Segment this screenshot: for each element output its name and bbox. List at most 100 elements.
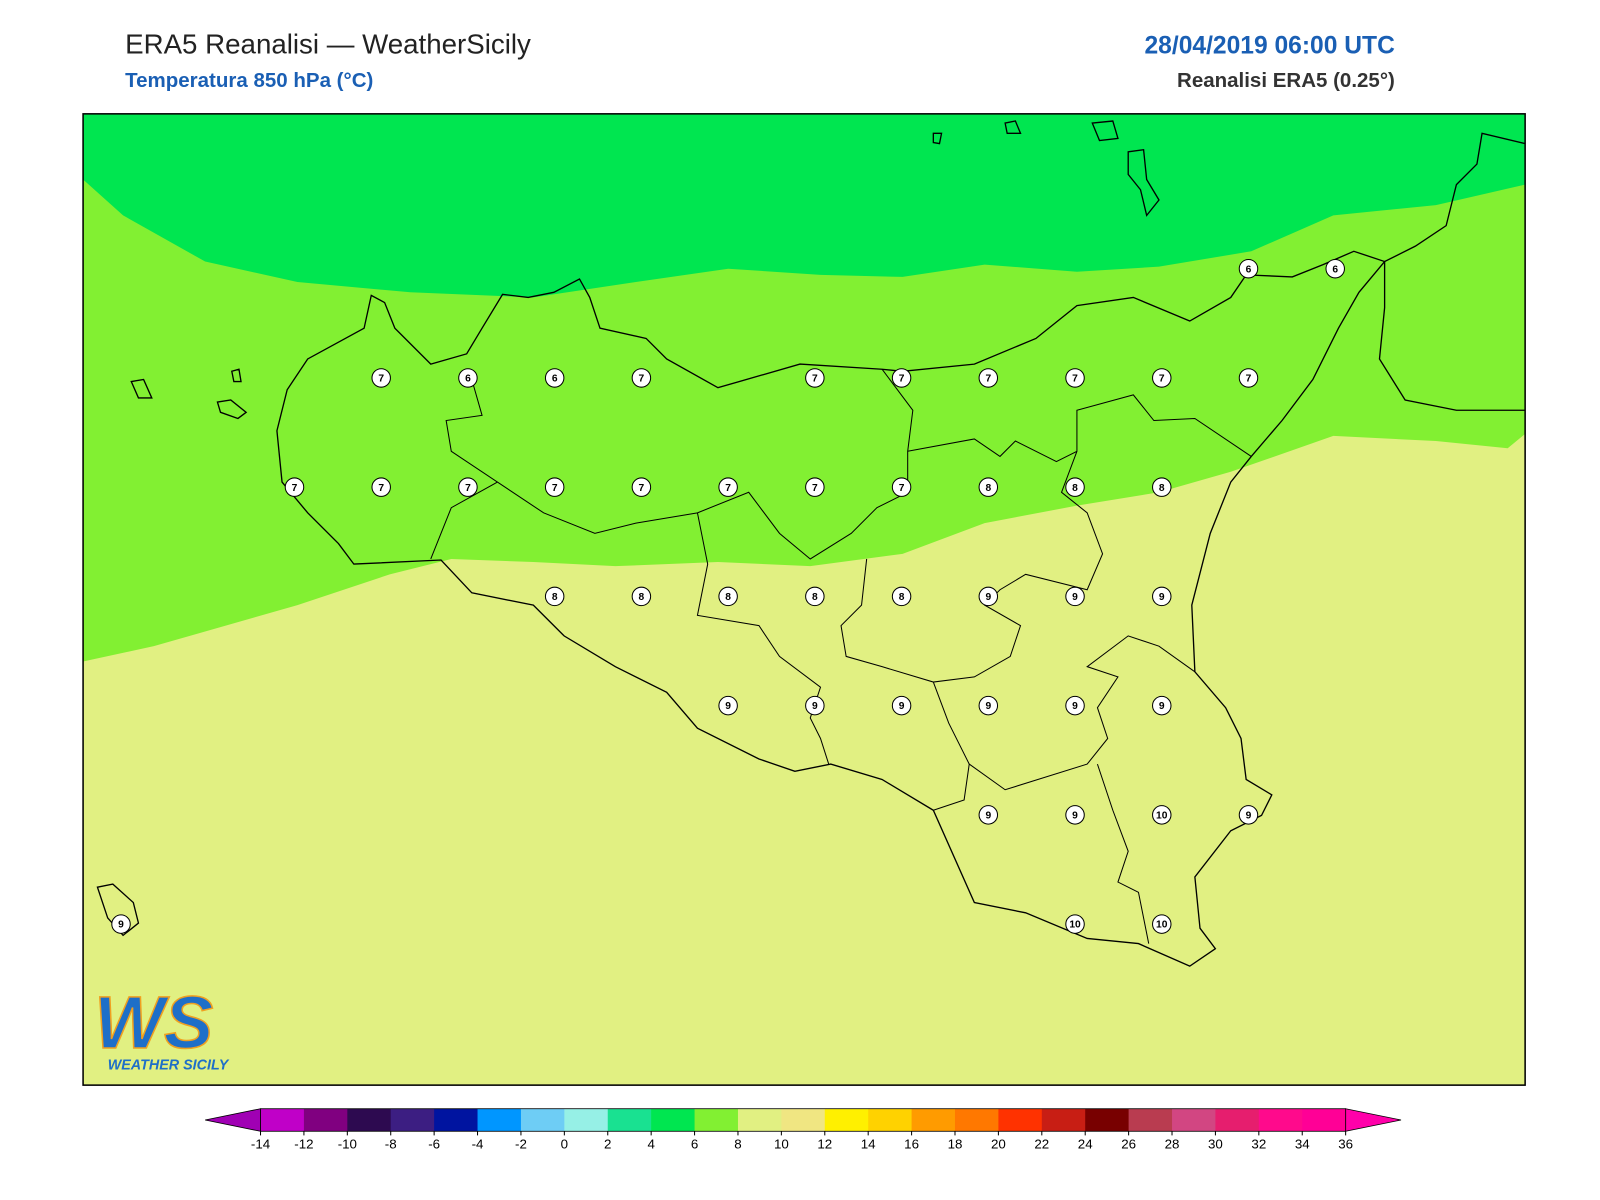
- island: [96, 883, 140, 937]
- colorbar-swatch: [1041, 1108, 1086, 1132]
- temperature-label: 7: [378, 374, 384, 385]
- temperature-label: 7: [985, 374, 991, 385]
- label-marker: [1065, 805, 1085, 825]
- colorbar-tick-label: 36: [1338, 1137, 1353, 1152]
- colorbar-over: [1345, 1108, 1402, 1132]
- label-marker: [631, 586, 652, 607]
- coastline: [1378, 132, 1526, 411]
- temperature-label: 6: [1246, 264, 1252, 275]
- colorbar-tick-label: 28: [1165, 1137, 1180, 1152]
- temperature-label: 7: [292, 483, 298, 494]
- temperature-label: 9: [899, 701, 905, 712]
- colorbar-tick-label: -2: [515, 1137, 527, 1152]
- label-marker: [1238, 805, 1259, 825]
- colorbar-swatch: [1258, 1108, 1303, 1132]
- colorbar-tick-label: 34: [1295, 1137, 1310, 1152]
- label-marker: [631, 368, 652, 388]
- colorbar-tick-label: 18: [948, 1137, 963, 1152]
- temperature-label: 8: [725, 592, 731, 603]
- colorbar-tick-label: -6: [428, 1137, 440, 1152]
- label-marker: [544, 477, 565, 497]
- label-marker: [978, 586, 999, 607]
- colorbar-swatch: [1215, 1108, 1260, 1132]
- label-marker: [1152, 586, 1172, 607]
- colorbar-tick-label: 26: [1121, 1137, 1136, 1152]
- temperature-label: 8: [899, 592, 905, 603]
- colorbar-swatch: [434, 1108, 479, 1132]
- temperature-label: 9: [1072, 810, 1078, 821]
- label-marker: [978, 695, 999, 716]
- label-marker: [1152, 914, 1172, 934]
- label-marker: [1238, 368, 1259, 388]
- source: Reanalisi ERA5 (0.25°): [1177, 69, 1395, 92]
- temp-band: [83, 113, 1526, 298]
- label-marker: [544, 368, 565, 388]
- temperature-label: 9: [1072, 592, 1078, 603]
- colorbar-swatch: [520, 1108, 565, 1132]
- label-marker: [978, 368, 999, 388]
- label-marker: [891, 368, 912, 388]
- colorbar-tick-label: 6: [691, 1137, 698, 1152]
- map-area: [83, 113, 1526, 1086]
- label-marker: [371, 477, 391, 497]
- temperature-label: 8: [552, 592, 558, 603]
- temperature-label: 8: [985, 483, 991, 494]
- label-marker: [1152, 805, 1172, 825]
- colorbar-swatch: [998, 1108, 1043, 1132]
- colorbar-swatch: [1172, 1108, 1216, 1132]
- datetime: 28/04/2019 06:00 UTC: [1144, 32, 1395, 59]
- island: [130, 368, 248, 420]
- label-marker: [1325, 258, 1345, 279]
- temperature-label: 9: [1072, 701, 1078, 712]
- label-marker: [1152, 477, 1172, 497]
- colorbar-swatch: [911, 1108, 956, 1132]
- province-border: [430, 368, 1252, 944]
- colorbar-swatch: [737, 1108, 782, 1132]
- temperature-label: 9: [118, 920, 124, 931]
- colorbar-tick-label: 8: [734, 1137, 741, 1152]
- colorbar-swatch: [1128, 1108, 1173, 1132]
- label-marker: [978, 477, 999, 497]
- colorbar-tick-label: -12: [294, 1137, 313, 1152]
- colorbar-swatch: [477, 1108, 522, 1132]
- label-marker: [1152, 368, 1172, 388]
- temperature-label: 6: [1332, 264, 1338, 275]
- colorbar-tick-label: 24: [1078, 1137, 1093, 1152]
- colorbar-tick-label: 30: [1208, 1137, 1223, 1152]
- colorbar-swatch: [607, 1108, 652, 1132]
- label-marker: [284, 477, 305, 497]
- map-frame: [82, 113, 1526, 1086]
- colorbar-tick-label: -4: [472, 1137, 484, 1152]
- label-marker: [458, 477, 478, 497]
- temperature-label: 9: [1159, 592, 1165, 603]
- colorbar-swatch: [781, 1108, 826, 1132]
- colorbar-under: [205, 1108, 261, 1132]
- label-marker: [1065, 914, 1085, 934]
- label-layer: 6 6 7 6 6 7 7 7 7 7 7 7 7 7 7 7 7 7 7 7 8 8 8 8 8 8 8 8 9 9 9 9 9 9 9 9 9 9 9 1…: [111, 258, 1345, 934]
- temperature-label: 7: [725, 483, 731, 494]
- colorbar-tick-label: 14: [861, 1137, 876, 1152]
- temperature-label: 7: [465, 483, 471, 494]
- label-marker: [718, 477, 738, 497]
- temperature-label: 8: [812, 592, 818, 603]
- label-marker: [371, 368, 391, 388]
- colorbar-tick-label: 2: [604, 1137, 611, 1152]
- colorbar-swatch: [564, 1108, 609, 1132]
- label-marker: [111, 914, 131, 934]
- label-marker: [1065, 586, 1085, 607]
- temperature-label: 9: [1246, 810, 1252, 821]
- label-marker: [805, 477, 825, 497]
- colorbar-tick-label: 16: [904, 1137, 919, 1152]
- temperature-label: 8: [1159, 483, 1165, 494]
- colorbar-outline: [260, 1108, 1347, 1132]
- temperature-label: 9: [985, 592, 991, 603]
- colorbar: -14 -12 -10 -8 -6 -4 -2 0 2 4 6 8 10 12 14 16 18 20 22 24 26…: [205, 1108, 1402, 1152]
- colorbar-swatch: [303, 1108, 348, 1132]
- temperature-label: 7: [812, 374, 818, 385]
- temperature-label: 6: [552, 374, 558, 385]
- temperature-label: 8: [1072, 483, 1078, 494]
- label-marker: [544, 586, 565, 607]
- colorbar-swatch: [260, 1108, 305, 1132]
- temperature-label: 7: [639, 483, 645, 494]
